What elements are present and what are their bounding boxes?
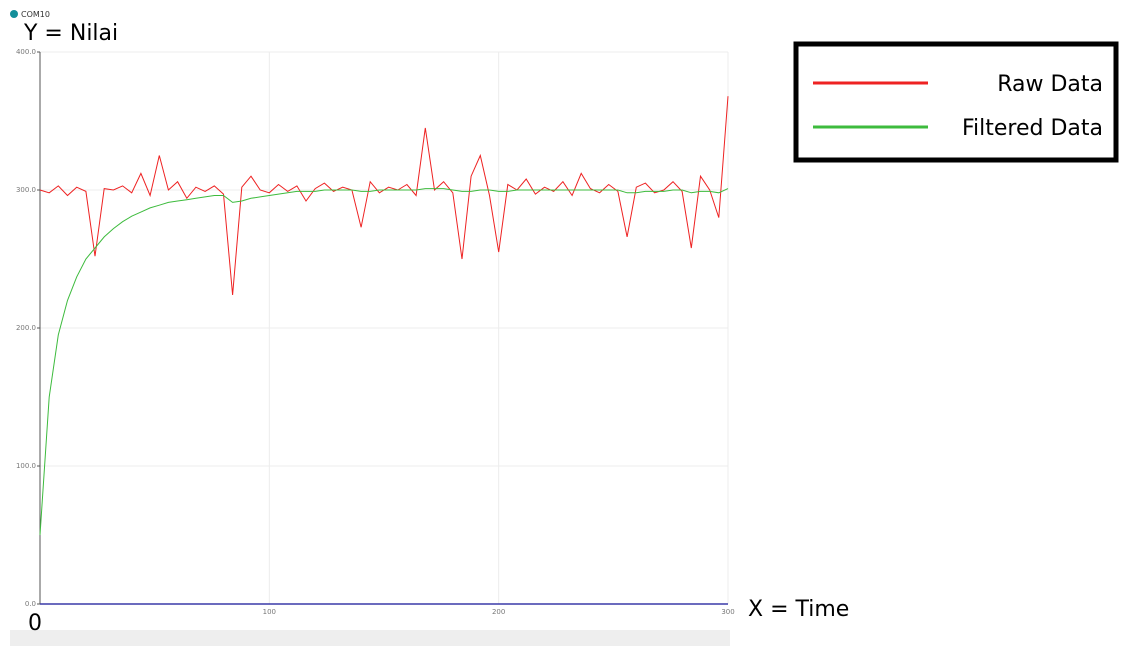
app-icon — [10, 10, 18, 18]
y-tick-label: 200.0 — [16, 324, 36, 332]
legend: Raw Data Filtered Data — [796, 44, 1116, 160]
y-tick-label: 300.0 — [16, 186, 36, 194]
chart: COM10 Y = Nilai X = Time 0 0.0 100.0 200.0… — [0, 0, 1128, 646]
x-axis-label: X = Time — [748, 597, 849, 622]
y-tick-label: 0.0 — [25, 600, 36, 608]
data-line — [40, 189, 728, 535]
y-tick-label: 100.0 — [16, 462, 36, 470]
y-axis-label: Y = Nilai — [23, 21, 118, 46]
x-tick-label: 200 — [492, 608, 505, 616]
y-tick-label: 400.0 — [16, 48, 36, 56]
legend-box — [796, 44, 1116, 160]
x-tick-label: 100 — [263, 608, 276, 616]
x-tick-label: 300 — [721, 608, 734, 616]
window-title: COM10 — [21, 10, 50, 19]
status-strip — [10, 630, 730, 646]
origin-label: 0 — [28, 611, 42, 636]
legend-label: Raw Data — [997, 72, 1103, 97]
data-line — [40, 96, 728, 295]
legend-label: Filtered Data — [962, 116, 1103, 141]
